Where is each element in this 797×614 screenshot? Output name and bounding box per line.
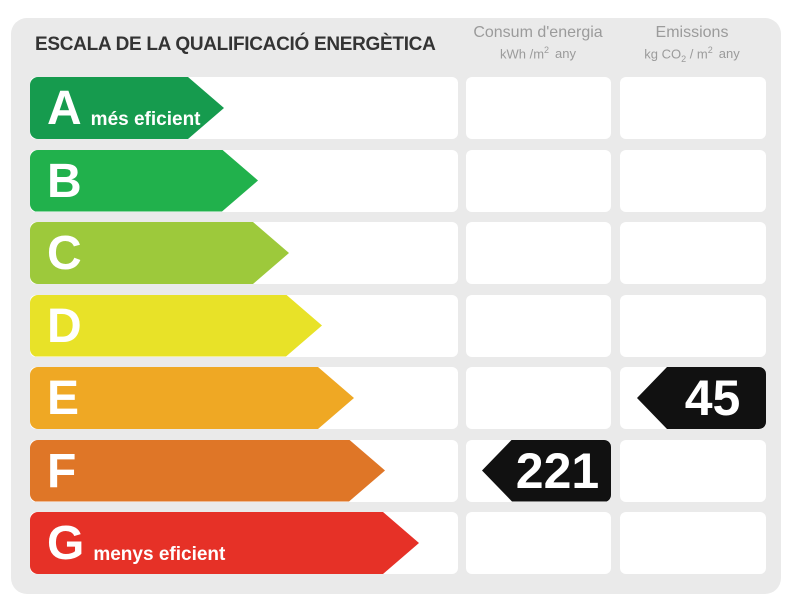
emissions-value: 45 [684, 370, 741, 426]
emissions-cell-c [620, 222, 766, 284]
rating-row-g: G menys eficient [11, 512, 781, 574]
consum-cell-b [466, 149, 611, 212]
rating-letter: C [47, 227, 82, 280]
consum-cell-e [466, 367, 611, 429]
rating-bar-a: A més eficient [30, 77, 224, 139]
rating-bar-c: C [30, 222, 289, 284]
consum-value: 221 [515, 442, 600, 499]
emissions-value-badge: 45 [637, 367, 766, 429]
rating-letter: D [47, 299, 82, 353]
consum-cell-a [466, 77, 611, 139]
consum-cell-g [466, 512, 611, 574]
consum-cell-f: 221 [466, 439, 611, 502]
rating-row-f: 221 F [11, 439, 781, 502]
rating-bar-f: F [30, 440, 385, 502]
emissions-cell-a [620, 77, 766, 139]
rating-row-a: A més eficient [11, 77, 781, 139]
rating-note: menys eficient [93, 544, 226, 565]
rating-letter: F [47, 444, 77, 498]
emissions-label: Emissions [655, 24, 729, 41]
consum-label: Consum d'energia [473, 24, 603, 41]
rating-letter: B [47, 154, 82, 208]
rating-rows: A més eficient B C D [11, 77, 781, 585]
consum-cell-c [466, 222, 611, 284]
rating-bar-b: B [30, 150, 258, 212]
emissions-cell-f [620, 439, 766, 502]
column-header-emissions: Emissions kg CO2 / m2 any [607, 24, 777, 64]
consum-cell-d [466, 294, 611, 357]
rating-bar-d: D [30, 295, 322, 357]
rating-row-c: C [11, 222, 781, 284]
emissions-cell-b [620, 149, 766, 212]
rating-letter: E [47, 372, 80, 425]
rating-row-b: B [11, 149, 781, 212]
rating-row-d: D [11, 294, 781, 357]
page-title: ESCALA DE LA QUALIFICACIÓ ENERGÈTICA [35, 34, 436, 55]
rating-row-e: 45 E [11, 367, 781, 429]
rating-bar-g: G menys eficient [30, 512, 419, 574]
rating-letter: A [47, 82, 82, 135]
emissions-cell-g [620, 512, 766, 574]
emissions-unit: kg CO2 / m2 any [644, 44, 740, 64]
consum-unit: kWh /m2 any [499, 44, 577, 61]
rating-letter: G [47, 517, 85, 570]
energy-scale-panel: ESCALA DE LA QUALIFICACIÓ ENERGÈTICA Con… [11, 18, 781, 594]
emissions-cell-d [620, 294, 766, 357]
consum-value-badge: 221 [482, 439, 611, 502]
emissions-cell-e: 45 [620, 367, 766, 429]
rating-bar-e: E [30, 367, 354, 429]
rating-note: més eficient [90, 109, 201, 130]
column-header-consum: Consum d'energia kWh /m2 any [453, 24, 623, 61]
